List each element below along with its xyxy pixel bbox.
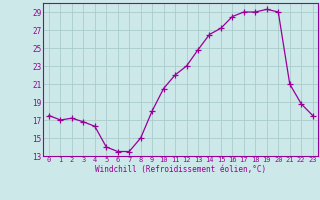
X-axis label: Windchill (Refroidissement éolien,°C): Windchill (Refroidissement éolien,°C)	[95, 165, 266, 174]
